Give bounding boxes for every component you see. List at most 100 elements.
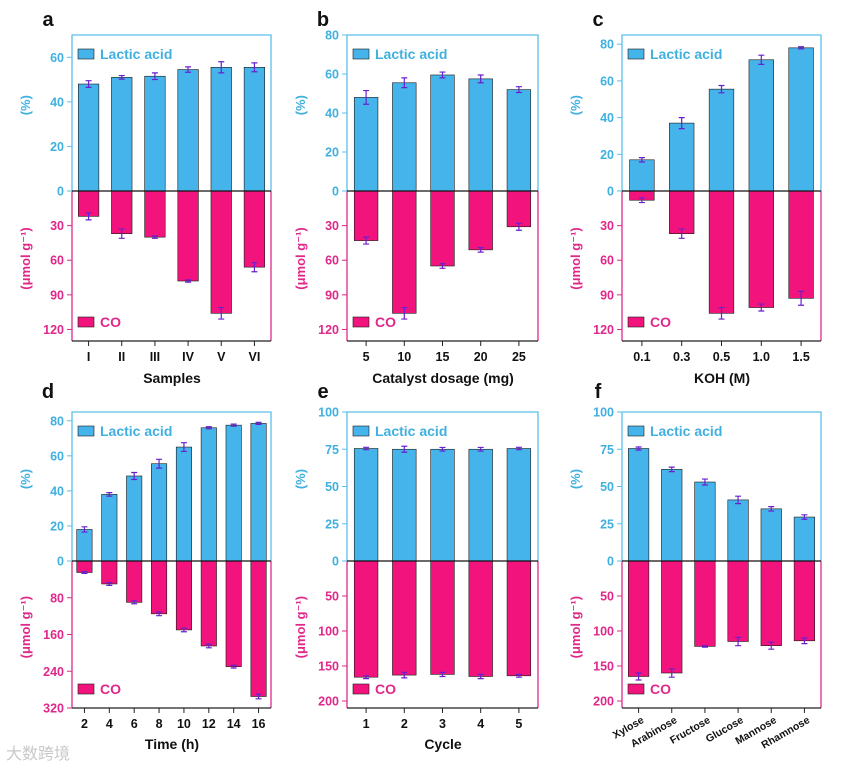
x-tick-label: 16 <box>252 717 266 731</box>
y-top-tick-label: 0 <box>607 185 614 199</box>
y-bottom-tick-label: 30 <box>325 219 339 233</box>
lactic-bar-4 <box>727 499 749 562</box>
y-bottom-tick-label: 120 <box>43 323 64 337</box>
co-error-6 <box>205 643 212 649</box>
y-top-axis-title: (%) <box>293 469 308 489</box>
legend-co-swatch <box>352 316 370 328</box>
lactic-error-2 <box>106 492 113 497</box>
legend-lactic-swatch <box>77 48 95 60</box>
co-error-2 <box>401 306 408 320</box>
x-tick-label: 5 <box>515 717 522 731</box>
y-top-axis-title: (%) <box>568 469 583 489</box>
y-top-tick-label: 0 <box>57 555 64 569</box>
x-tick-label: 14 <box>227 717 241 731</box>
lactic-bar-1 <box>629 159 655 192</box>
co-error-3 <box>439 263 446 269</box>
co-bar-4 <box>748 190 774 308</box>
y-top-tick-label: 25 <box>600 517 614 531</box>
co-error-4 <box>185 279 192 283</box>
co-error-5 <box>515 222 522 231</box>
legend-lactic-swatch <box>352 48 370 60</box>
y-bottom-tick-label: 60 <box>50 254 64 268</box>
x-tick-label: IV <box>182 350 194 364</box>
x-tick-label: 8 <box>156 717 163 731</box>
co-bar-5 <box>175 560 192 631</box>
co-error-1 <box>81 570 88 575</box>
lactic-bar-1 <box>353 448 379 562</box>
lactic-bar-4 <box>177 69 199 192</box>
y-top-tick-label: 80 <box>50 414 64 428</box>
legend-lactic-label: Lactic acid <box>100 46 172 62</box>
lactic-error-1 <box>85 80 92 88</box>
legend-co-swatch <box>627 316 645 328</box>
legend-lactic-label: Lactic acid <box>650 46 722 62</box>
co-error-5 <box>515 673 522 678</box>
y-top-tick-label: 60 <box>600 74 614 88</box>
y-top-tick-label: 75 <box>600 443 614 457</box>
co-error-3 <box>131 600 138 605</box>
co-bar-8 <box>250 560 267 697</box>
co-bar-3 <box>708 190 735 314</box>
lactic-bar-5 <box>175 446 192 562</box>
lactic-bar-5 <box>760 508 782 562</box>
lactic-error-4 <box>477 74 484 84</box>
panel-letter: b <box>317 9 329 31</box>
co-error-5 <box>798 290 805 306</box>
co-bar-1 <box>628 560 650 677</box>
y-bottom-tick-label: 200 <box>318 695 339 709</box>
x-axis-title: Cycle <box>424 736 462 752</box>
co-bar-3 <box>430 190 455 267</box>
y-bottom-tick-label: 50 <box>600 590 614 604</box>
x-tick-label: 1 <box>363 717 370 731</box>
x-tick-label: 12 <box>202 717 216 731</box>
y-top-tick-label: 25 <box>325 517 339 531</box>
co-error-3 <box>718 306 725 320</box>
y-top-tick-label: 50 <box>600 480 614 494</box>
legend-co-label: CO <box>375 681 396 697</box>
y-bottom-axis-title: (μmol g⁻¹) <box>18 227 33 289</box>
x-tick-label: 25 <box>512 350 526 364</box>
y-top-tick-label: 75 <box>325 443 339 457</box>
legend-lactic-swatch <box>352 425 370 437</box>
x-tick-label: 1.0 <box>753 350 770 364</box>
panel-letter: e <box>317 381 328 403</box>
y-bottom-axis-title: (μmol g⁻¹) <box>568 227 583 289</box>
x-tick-label: 4 <box>477 717 484 731</box>
co-bar-6 <box>200 560 217 647</box>
x-tick-label: III <box>150 350 160 364</box>
y-top-tick-label: 0 <box>332 185 339 199</box>
lactic-error-1 <box>638 156 645 163</box>
co-error-2 <box>401 671 408 679</box>
frame-bottom-sides <box>621 191 822 341</box>
y-bottom-tick-label: 100 <box>318 625 339 639</box>
lactic-error-2 <box>668 466 675 473</box>
lactic-bar-5 <box>210 67 232 192</box>
y-bottom-tick-label: 60 <box>325 254 339 268</box>
y-bottom-tick-label: 160 <box>43 628 64 642</box>
co-bar-4 <box>177 190 199 282</box>
lactic-error-6 <box>251 62 258 73</box>
y-bottom-tick-label: 100 <box>593 625 614 639</box>
y-top-tick-label: 0 <box>57 185 64 199</box>
x-tick-label: 15 <box>436 350 450 364</box>
legend-co-label: CO <box>650 314 671 330</box>
x-tick-label: 2 <box>81 717 88 731</box>
lactic-bar-2 <box>669 122 695 192</box>
co-bar-2 <box>661 560 683 674</box>
y-bottom-tick-label: 80 <box>50 591 64 605</box>
lactic-bar-2 <box>101 494 118 562</box>
legend-lactic-label: Lactic acid <box>100 423 172 439</box>
y-bottom-tick-label: 90 <box>325 288 339 302</box>
lactic-error-2 <box>118 74 125 80</box>
lactic-bar-8 <box>250 423 267 562</box>
co-bar-2 <box>111 190 133 234</box>
co-bar-4 <box>727 560 749 642</box>
y-bottom-axis-title: (μmol g⁻¹) <box>293 227 308 289</box>
panel-letter: f <box>595 381 602 403</box>
lactic-error-2 <box>678 116 685 130</box>
y-bottom-tick-label: 200 <box>593 695 614 709</box>
lactic-error-4 <box>156 458 163 469</box>
co-bar-5 <box>210 190 232 314</box>
y-bottom-tick-label: 240 <box>43 665 64 679</box>
